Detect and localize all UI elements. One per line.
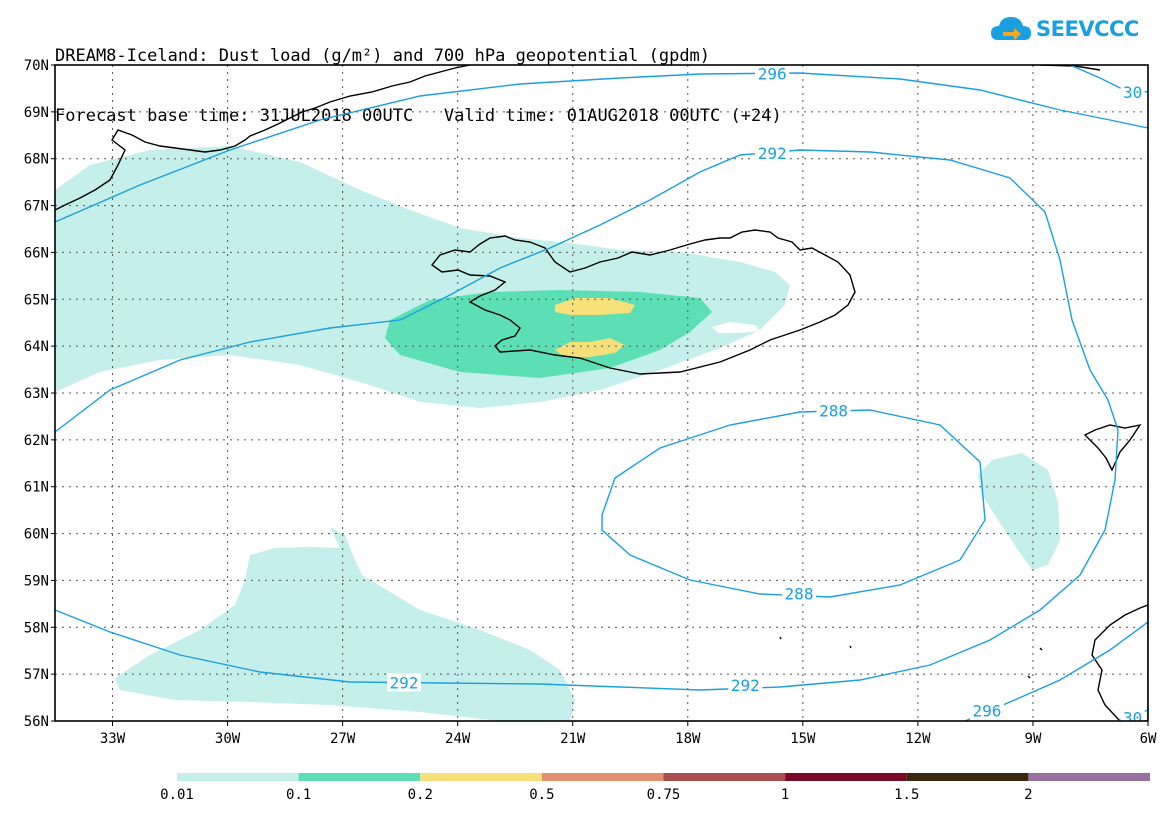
latitude-labels: 70N 69N 68N 67N 66N 65N 64N 63N 62N 61N 60N 59N 58N 5… bbox=[24, 58, 55, 730]
colorbar-swatch bbox=[420, 773, 542, 781]
contour-292-north bbox=[55, 149, 1119, 691]
lat-label: 70N bbox=[24, 58, 49, 74]
map-title: DREAM8-Iceland: Dust load (g/m²) and 700… bbox=[55, 6, 782, 146]
colorbar-label: 0.1 bbox=[286, 787, 311, 803]
contour-label-bg bbox=[1120, 708, 1145, 721]
contour-296-north bbox=[55, 72, 1148, 223]
colorbar-label: 0.01 bbox=[160, 787, 194, 803]
lat-label: 59N bbox=[24, 573, 49, 589]
dust-area-low-east bbox=[978, 453, 1060, 570]
contour-label: 296 bbox=[758, 64, 787, 83]
colorbar-label: 0.5 bbox=[529, 787, 554, 803]
lat-label: 57N bbox=[24, 667, 49, 683]
title-line-1: DREAM8-Iceland: Dust load (g/m²) and 700… bbox=[55, 46, 711, 66]
colorbar-swatch bbox=[1028, 773, 1150, 781]
lon-label: 12W bbox=[905, 731, 931, 747]
dust-area-low-south bbox=[115, 527, 575, 721]
lon-label: 6W bbox=[1140, 731, 1157, 747]
contour-label: 292 bbox=[731, 676, 760, 695]
colorbar-swatch bbox=[785, 773, 907, 781]
lon-label: 18W bbox=[675, 731, 701, 747]
dust-area-high-north bbox=[555, 298, 635, 315]
contour-labels: 296 30 292 288 288 292 292 296 30 bbox=[386, 64, 1145, 728]
coastlines bbox=[55, 65, 1148, 721]
contour-label: 292 bbox=[390, 674, 419, 693]
contour-label-bg bbox=[782, 584, 817, 603]
colorbar-swatch bbox=[298, 773, 421, 781]
lat-label: 65N bbox=[24, 292, 49, 308]
lon-label: 27W bbox=[330, 731, 356, 747]
lon-label: 9W bbox=[1025, 731, 1042, 747]
colorbar-swatch bbox=[906, 773, 1029, 781]
lat-label: 67N bbox=[24, 199, 49, 215]
lat-label: 68N bbox=[24, 152, 49, 168]
contour-label-bg bbox=[755, 144, 790, 163]
lat-label: 66N bbox=[24, 245, 49, 261]
lat-label: 61N bbox=[24, 480, 49, 496]
contour-label: 30 bbox=[1123, 709, 1142, 728]
lat-label: 69N bbox=[24, 105, 49, 121]
colorbar-label: 1 bbox=[781, 787, 789, 803]
contour-label-bg bbox=[755, 65, 790, 83]
colorbar-label: 0.2 bbox=[408, 787, 433, 803]
graticule bbox=[55, 65, 1148, 721]
lon-label: 15W bbox=[790, 731, 816, 747]
dust-shading bbox=[55, 146, 1060, 721]
contour-label-bg bbox=[386, 673, 421, 692]
colorbar-swatch bbox=[541, 773, 664, 781]
contour-label: 288 bbox=[819, 402, 848, 421]
contour-label: 296 bbox=[972, 702, 1001, 721]
lat-label: 62N bbox=[24, 433, 49, 449]
logo-text: SEEVCCC bbox=[1036, 17, 1139, 41]
contour-288-south bbox=[601, 409, 986, 598]
lon-label: 24W bbox=[445, 731, 471, 747]
colorbar-label: 0.75 bbox=[647, 787, 681, 803]
contour-label: 288 bbox=[785, 584, 814, 603]
lat-label: 60N bbox=[24, 527, 49, 543]
contour-label-bg bbox=[816, 401, 851, 420]
contour-label: 292 bbox=[758, 144, 787, 163]
lat-label: 56N bbox=[24, 714, 49, 730]
contour-label-bg bbox=[1120, 83, 1145, 102]
scotland-coastline bbox=[1091, 604, 1148, 721]
iceland-coastline bbox=[430, 229, 856, 375]
cloud-arrow-icon bbox=[991, 17, 1031, 40]
colorbar-label: 2 bbox=[1024, 787, 1032, 803]
dust-clear-patch bbox=[712, 322, 760, 333]
colorbar: 0.01 0.1 0.2 0.5 0.75 1 1.5 2 bbox=[160, 773, 1150, 803]
colorbar-label: 1.5 bbox=[894, 787, 919, 803]
colorbar-swatch bbox=[663, 773, 786, 781]
contour-label: 30 bbox=[1123, 83, 1142, 102]
greenland-coastline bbox=[55, 65, 471, 211]
faroe-coastline bbox=[1083, 423, 1142, 472]
contour-label-bg bbox=[728, 675, 763, 694]
colorbar-swatch bbox=[177, 773, 299, 781]
lon-label: 33W bbox=[100, 731, 126, 747]
small-islands bbox=[779, 636, 1043, 679]
seevccc-logo: SEEVCCC bbox=[990, 14, 1139, 44]
lon-label: 21W bbox=[560, 731, 586, 747]
contour-label-bg bbox=[969, 701, 1004, 720]
lat-label: 64N bbox=[24, 339, 49, 355]
lon-label: 30W bbox=[215, 731, 241, 747]
title-line-2: Forecast base time: 31JUL2018 00UTC Vali… bbox=[55, 106, 782, 126]
lat-label: 63N bbox=[24, 386, 49, 402]
dust-area-low-main bbox=[55, 146, 790, 408]
longitude-labels: 33W 30W 27W 24W 21W 18W 15W 12W 9W 6W bbox=[100, 721, 1157, 747]
lat-label: 58N bbox=[24, 620, 49, 636]
